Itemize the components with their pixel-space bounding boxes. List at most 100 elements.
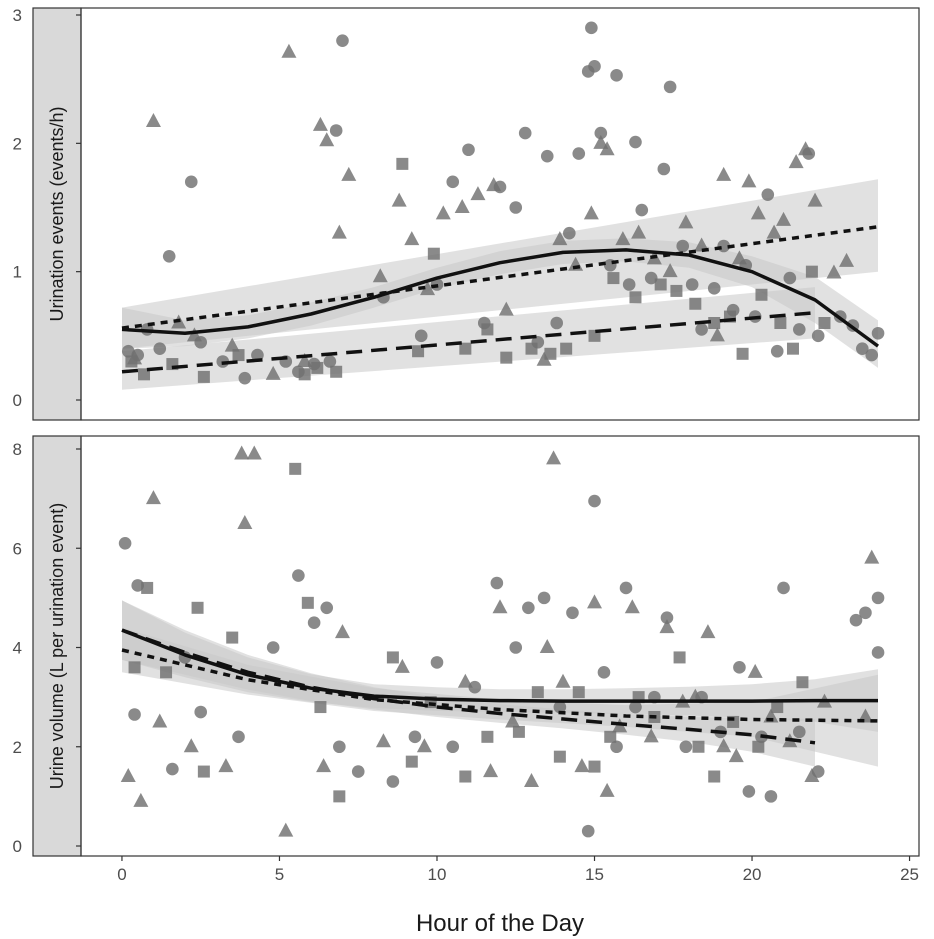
data-point-circle [770,344,784,358]
data-point-triangle [687,688,703,703]
confidence-band-dotted [122,627,878,767]
fit-line-dotted [121,648,879,723]
data-point-triangle [394,658,410,673]
data-point-square [673,651,686,664]
data-point-circle [509,641,523,654]
data-point-circle [783,271,797,285]
data-point-triangle [643,728,659,743]
data-point-circle [553,700,567,714]
data-point-triangle [741,173,757,188]
data-point-circle [238,371,252,385]
y-tick-label: 6 [13,539,22,558]
data-point-circle [629,700,642,714]
data-point-square [771,701,784,714]
data-point-triangle [593,134,609,149]
data-point-circle [333,740,346,754]
data-point-triangle [766,224,782,239]
data-point-triangle [492,599,508,614]
data-point-square [708,770,721,783]
data-point-triangle [524,772,540,787]
y-tick-label: 4 [13,639,22,658]
data-point-circle [490,576,504,590]
data-point-triangle [747,663,763,678]
data-point-circle [522,601,535,615]
data-point-triangle [599,782,615,797]
data-point-circle [855,342,869,355]
data-point-circle [792,323,806,336]
data-point-circle [292,569,305,582]
data-point-triangle [864,549,880,564]
y-tick-label: 8 [13,440,22,459]
data-point-square [604,730,617,743]
data-point-triangle [694,237,710,252]
data-point-triangle [716,738,732,753]
data-point-circle [761,188,775,201]
data-point-triangle [297,353,313,367]
data-point-triangle [278,822,294,837]
data-point-circle [610,740,623,754]
plot-border-urination-events [80,7,920,421]
data-point-square [689,297,702,310]
data-point-triangle [659,619,675,634]
y-tick-label: 1 [13,263,22,282]
data-point-triangle [486,177,502,192]
data-point-triangle [281,43,297,58]
data-point-square [459,770,472,783]
data-point-circle [540,149,554,163]
data-point-triangle [750,205,766,220]
data-point-square [607,272,620,285]
data-point-circle [597,666,611,679]
data-point-square [301,596,314,609]
data-point-square [289,462,302,475]
data-point-square [141,581,154,594]
y-tick-label: 2 [13,134,22,153]
data-point-square [128,661,141,674]
data-point-circle [849,613,863,627]
data-point-square [427,247,440,260]
data-point-triangle [505,713,521,728]
data-point-square [197,370,210,383]
data-point-circle [408,730,422,744]
data-point-triangle [587,594,603,609]
x-tick-label: 15 [585,865,604,884]
data-point-circle [733,661,746,674]
data-point-circle [871,646,885,659]
data-point-triangle [331,224,347,239]
data-point-triangle [145,113,161,128]
confidence-band-dashed [122,287,815,390]
data-point-triangle [224,337,240,352]
data-point-square [412,345,425,358]
data-point-circle [792,725,806,739]
data-point-triangle [183,738,199,753]
data-point-triangle [341,166,357,181]
data-point-triangle [454,199,470,213]
x-tick-label: 5 [275,865,284,884]
data-point-triangle [319,132,335,147]
y-axis-title-urine-volume: Urine volume (L per urination event) [47,503,67,789]
data-point-triangle [186,327,202,342]
data-point-square [396,157,409,170]
data-point-circle [764,790,778,803]
data-point-triangle [435,205,451,220]
data-point-triangle [234,445,250,460]
data-point-triangle [574,758,590,773]
data-point-circle [336,34,349,47]
data-point-triangle [265,365,281,380]
data-point-square [226,631,239,644]
data-point-circle [232,730,245,744]
data-point-circle [660,611,674,625]
data-point-circle [644,271,658,285]
data-point-circle [446,740,460,754]
data-point-circle [581,824,595,838]
data-point-square [512,725,525,738]
data-point-circle [414,329,428,343]
data-point-circle [184,175,198,189]
data-point-circle [509,201,523,214]
data-point-circle [663,80,677,94]
y-tick-label: 0 [13,391,22,410]
fit-line-dashed [121,310,816,374]
data-point-triangle [536,351,552,366]
data-point-circle [468,680,482,694]
x-axis-title: Hour of the Day [416,910,584,937]
